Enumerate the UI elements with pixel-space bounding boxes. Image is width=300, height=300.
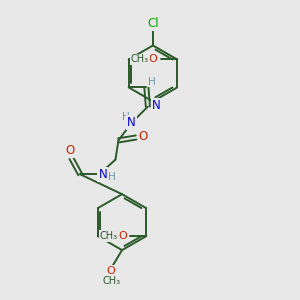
Text: N: N <box>98 168 107 181</box>
Text: O: O <box>65 144 74 157</box>
Text: O: O <box>118 231 127 241</box>
Text: N: N <box>152 99 161 112</box>
Text: CH₃: CH₃ <box>103 276 121 286</box>
Text: CH₃: CH₃ <box>100 231 118 241</box>
Text: O: O <box>139 130 148 143</box>
Text: H: H <box>122 112 130 122</box>
Text: N: N <box>127 116 136 129</box>
Text: CH₃: CH₃ <box>131 55 149 64</box>
Text: Cl: Cl <box>147 17 159 30</box>
Text: O: O <box>106 266 115 276</box>
Text: H: H <box>148 76 156 86</box>
Text: O: O <box>148 55 157 64</box>
Text: H: H <box>108 172 116 182</box>
